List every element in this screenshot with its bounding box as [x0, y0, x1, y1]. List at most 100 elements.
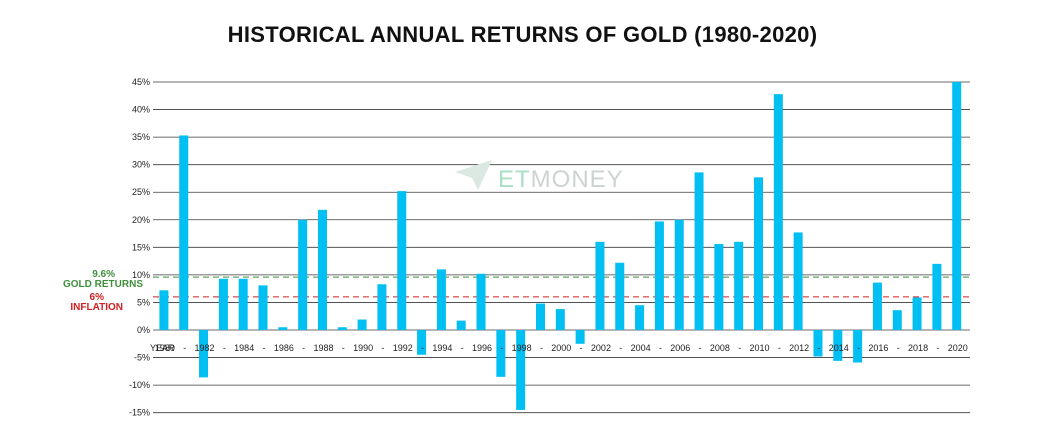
gold-returns-value: 9.6%: [92, 269, 115, 280]
x-tick-label: -: [897, 343, 900, 353]
x-tick-label: -: [857, 343, 860, 353]
y-tick-label: 40%: [132, 105, 150, 115]
watermark-text: ETMONEY: [498, 166, 624, 193]
x-tick-label: -: [738, 343, 741, 353]
x-tick-label: 1980: [155, 343, 175, 353]
bar: [714, 244, 724, 330]
x-tick-label: 2014: [829, 343, 849, 353]
bar: [337, 327, 347, 330]
x-tick-label: 2012: [789, 343, 809, 353]
y-axis-ticks: 45% 40% 35% 30% 25% 20% 15% 10% 5% 0% -5% -10% -15%: [129, 77, 150, 418]
y-tick-label: 20%: [132, 215, 150, 225]
bar: [278, 327, 288, 330]
bar: [199, 330, 209, 378]
bar: [496, 330, 506, 377]
x-tick-label: -: [778, 343, 781, 353]
bar: [555, 309, 565, 330]
gold-returns-label: GOLD RETURNS: [63, 279, 143, 290]
bar: [734, 241, 744, 330]
bar: [872, 282, 882, 330]
gridlines: [153, 81, 970, 414]
bar: [317, 209, 327, 330]
x-tick-label: 1984: [234, 343, 254, 353]
x-tick-label: -: [263, 343, 266, 353]
bar: [635, 305, 645, 330]
bar: [179, 135, 189, 330]
x-tick-label: -: [223, 343, 226, 353]
x-tick-label: -: [500, 343, 503, 353]
x-tick-label: -: [421, 343, 424, 353]
x-tick-label: 2018: [908, 343, 928, 353]
bar: [516, 330, 526, 410]
x-tick-label: -: [619, 343, 622, 353]
x-tick-label: 2016: [868, 343, 888, 353]
bar: [952, 82, 962, 330]
y-tick-label: 15%: [132, 242, 150, 252]
bar: [159, 290, 169, 330]
x-tick-label: 2008: [710, 343, 730, 353]
x-tick-label: 1988: [313, 343, 333, 353]
bar: [357, 319, 367, 330]
y-tick-label: 10%: [132, 270, 150, 280]
x-axis-ticks: YEAR1980-1982-1984-1986-1988-1990-1992-1…: [150, 343, 968, 353]
x-tick-label: 2020: [948, 343, 968, 353]
y-tick-label: 35%: [132, 132, 150, 142]
x-tick-label: -: [183, 343, 186, 353]
y-tick-label: 45%: [132, 77, 150, 87]
reference-lines: [153, 276, 970, 298]
bar: [654, 221, 664, 330]
x-tick-label: 2000: [551, 343, 571, 353]
x-tick-label: -: [699, 343, 702, 353]
bar: [932, 263, 942, 330]
x-tick-label: -: [580, 343, 583, 353]
watermark-suffix: MONEY: [531, 166, 624, 193]
x-tick-label: 2002: [591, 343, 611, 353]
bar: [912, 297, 922, 330]
x-tick-label: 1996: [472, 343, 492, 353]
bar: [238, 278, 248, 330]
bar: [853, 330, 863, 363]
bar: [298, 219, 308, 330]
bar: [833, 330, 843, 361]
x-tick-label: -: [302, 343, 305, 353]
x-tick-label: 2004: [631, 343, 651, 353]
bar: [793, 232, 803, 330]
chart-title: HISTORICAL ANNUAL RETURNS OF GOLD (1980-…: [227, 22, 818, 47]
reference-annotations: 9.6%GOLD RETURNS 6%INFLATION: [63, 269, 143, 313]
y-tick-label: 0%: [137, 325, 150, 335]
x-tick-label: -: [540, 343, 543, 353]
x-tick-label: 1994: [432, 343, 452, 353]
x-tick-label: 1986: [274, 343, 294, 353]
bar: [436, 269, 446, 330]
bar: [535, 303, 545, 330]
x-tick-label: 1998: [512, 343, 532, 353]
inflation-value: 6%: [90, 292, 105, 303]
bar: [417, 330, 427, 355]
bar: [258, 285, 268, 330]
y-tick-label: -15%: [129, 408, 150, 418]
bar: [773, 94, 783, 330]
x-tick-label: 1982: [195, 343, 215, 353]
bar: [575, 330, 585, 344]
bar: [377, 284, 387, 330]
bar: [476, 273, 486, 330]
bar: [456, 320, 466, 330]
x-tick-label: 1992: [393, 343, 413, 353]
x-tick-label: 1990: [353, 343, 373, 353]
bar: [754, 177, 764, 330]
bar: [218, 278, 228, 330]
x-tick-label: -: [381, 343, 384, 353]
bar: [595, 241, 605, 330]
y-tick-label: 30%: [132, 160, 150, 170]
y-tick-label: 5%: [137, 297, 150, 307]
bar: [813, 330, 823, 357]
x-tick-label: -: [936, 343, 939, 353]
x-tick-label: 2006: [670, 343, 690, 353]
x-tick-label: -: [461, 343, 464, 353]
bar: [892, 310, 902, 330]
x-tick-label: -: [817, 343, 820, 353]
bar: [615, 262, 625, 330]
inflation-label: INFLATION: [70, 302, 123, 313]
bar: [397, 191, 407, 330]
